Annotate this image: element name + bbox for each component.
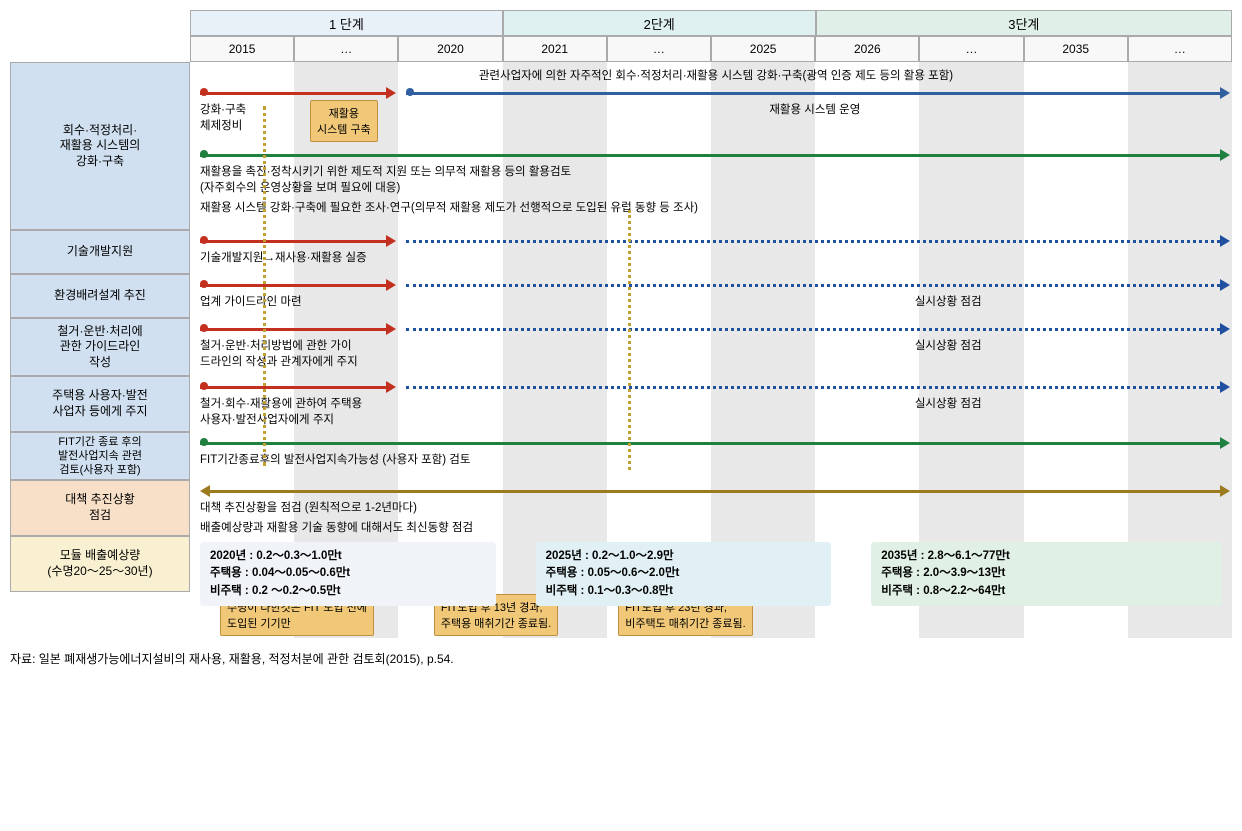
timeline-content: 관련사업자에 의한 자주적인 회수·적정처리·재활용 시스템 강화·구축(광역 … xyxy=(190,62,1232,638)
r1-arrow-green xyxy=(200,152,1232,158)
r1-blue-label: 재활용 시스템 운영 xyxy=(398,100,1232,120)
row-label-r8: 모듈 배출예상량 (수명20～25～30년) xyxy=(10,536,190,592)
row-label-r5: 주택용 사용자·발전 사업자 등에게 주지 xyxy=(10,376,190,432)
r6-arrow-green xyxy=(200,440,1232,446)
r1-top-text: 관련사업자에 의한 자주적인 회수·적정처리·재활용 시스템 강화·구축(광역 … xyxy=(200,66,1232,86)
r7-arrow-olive xyxy=(200,488,1232,494)
row-label-r4: 철거·운반·처리에 관한 가이드라인 작성 xyxy=(10,318,190,376)
year-row: 2015 … 2020 2021 … 2025 2026 … 2035 … xyxy=(190,36,1232,62)
row-label-r1: 회수·적정처리· 재활용 시스템의 강화·구축 xyxy=(10,62,190,230)
vertical-connector-1 xyxy=(263,106,266,466)
r5-arrow xyxy=(200,384,1232,390)
row-r5: 철거·회수·재활용에 관하여 주택용 사용자·발전사업자에게 주지 실시상황 점… xyxy=(190,376,1232,432)
year-cell: … xyxy=(294,36,398,62)
phase-3: 3단계 xyxy=(816,10,1232,36)
vertical-connector-2 xyxy=(628,210,631,470)
row-r3: 업계 가이드라인 마련 실시상황 점검 xyxy=(190,274,1232,318)
year-cell: … xyxy=(607,36,711,62)
emission-box-2035: 2035년 : 2.8～6.1～77만t 주택용 : 2.0～3.9～13만t … xyxy=(871,542,1222,606)
year-cell: 2025 xyxy=(711,36,815,62)
row-r4: 철거·운반·처리방법에 관한 가이 드라인의 작성과 관계자에게 주지 실시상황… xyxy=(190,318,1232,376)
year-cell: … xyxy=(919,36,1023,62)
year-cell: 2035 xyxy=(1024,36,1128,62)
r2-arrow-red xyxy=(200,238,1232,244)
year-cell: … xyxy=(1128,36,1232,62)
r5-text2: 실시상황 점검 xyxy=(664,394,1232,430)
r7-text1: 대책 추진상황을 점검 (원칙적으로 1-2년마다) xyxy=(200,498,1232,518)
r3-arrow xyxy=(200,282,1232,288)
phase-header: 1 단계 2단계 3단계 xyxy=(190,10,1232,36)
year-cell: 2015 xyxy=(190,36,294,62)
row-r8: 2020년 : 0.2～0.3～1.0만t 주택용 : 0.04～0.05～0.… xyxy=(190,536,1232,592)
row-label-r2: 기술개발지원 xyxy=(10,230,190,274)
r1-red-label: 강화·구축 체제정비 xyxy=(200,100,290,136)
r1-arrow-red-blue xyxy=(200,90,1232,96)
r6-text: FIT기간종료후의 발전사업지속가능성 (사용자 포함) 검토 xyxy=(200,450,1232,470)
row-label-r6: FIT기간 종료 후의 발전사업지속 관련 검토(사용자 포함) xyxy=(10,432,190,480)
row-r7: 대책 추진상황을 점검 (원칙적으로 1-2년마다) 배출예상량과 재활용 기술… xyxy=(190,480,1232,536)
emission-box-2020: 2020년 : 0.2～0.3～1.0만t 주택용 : 0.04～0.05～0.… xyxy=(200,542,496,606)
row-label-r7: 대책 추진상황 점검 xyxy=(10,480,190,536)
r4-text1: 철거·운반·처리방법에 관한 가이 드라인의 작성과 관계자에게 주지 xyxy=(200,336,664,372)
row-label-r3: 환경배려설계 추진 xyxy=(10,274,190,318)
r2-text: 기술개발지원→재사용·재활용 실증 xyxy=(200,248,1232,268)
r5-text1: 철거·회수·재활용에 관하여 주택용 사용자·발전사업자에게 주지 xyxy=(200,394,664,430)
timeline-area: 1 단계 2단계 3단계 2015 … 2020 2021 … 2025 202… xyxy=(190,10,1232,638)
row-r6: FIT기간종료후의 발전사업지속가능성 (사용자 포함) 검토 xyxy=(190,432,1232,480)
r3-text1: 업계 가이드라인 마련 xyxy=(200,292,664,312)
r3-text2: 실시상황 점검 xyxy=(664,292,1232,312)
year-cell: 2026 xyxy=(815,36,919,62)
year-cell: 2020 xyxy=(398,36,502,62)
row-labels-column: 회수·적정처리· 재활용 시스템의 강화·구축 기술개발지원 환경배려설계 추진… xyxy=(10,10,190,638)
roadmap-diagram: 회수·적정처리· 재활용 시스템의 강화·구축 기술개발지원 환경배려설계 추진… xyxy=(10,10,1232,638)
row-r2: 기술개발지원→재사용·재활용 실증 xyxy=(190,230,1232,274)
phase-1: 1 단계 xyxy=(190,10,503,36)
phase-2: 2단계 xyxy=(503,10,816,36)
year-cell: 2021 xyxy=(503,36,607,62)
row-r1: 관련사업자에 의한 자주적인 회수·적정처리·재활용 시스템 강화·구축(광역 … xyxy=(190,62,1232,230)
r1-green-text1: 재활용을 촉진·정착시키기 위한 제도적 지원 또는 의무적 재활용 등의 활용… xyxy=(200,162,1232,198)
r1-callout: 재활용 시스템 구축 xyxy=(310,100,378,142)
emission-box-2025: 2025년 : 0.2～1.0～2.9만 주택용 : 0.05～0.6～2.0만… xyxy=(536,542,832,606)
r4-text2: 실시상황 점검 xyxy=(664,336,1232,372)
r4-arrow xyxy=(200,326,1232,332)
r1-green-text2: 재활용 시스템 강화·구축에 필요한 조사·연구(의무적 재활용 제도가 선행적… xyxy=(200,198,1232,218)
source-citation: 자료: 일본 폐재생가능에너지설비의 재사용, 재활용, 적정처분에 관한 검토… xyxy=(10,650,1232,667)
